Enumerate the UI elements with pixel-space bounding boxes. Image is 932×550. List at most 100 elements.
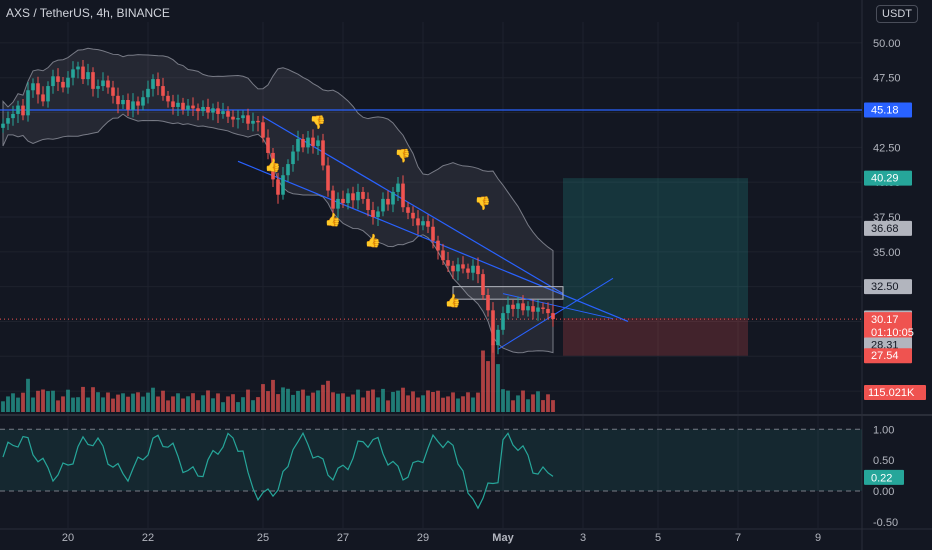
signal-icon: 👍 xyxy=(365,233,381,249)
volume-bar xyxy=(361,397,365,412)
volume-bar xyxy=(381,388,385,412)
volume-bar xyxy=(306,395,310,412)
volume-bar xyxy=(66,389,70,412)
candle xyxy=(176,102,180,107)
volume-bar xyxy=(241,397,245,412)
triangle-line xyxy=(497,277,614,350)
volume-bar xyxy=(171,396,175,412)
candle xyxy=(356,191,360,201)
candle xyxy=(311,137,315,146)
candle xyxy=(56,76,60,82)
x-tick-label: 20 xyxy=(62,532,74,544)
volume-bar xyxy=(396,390,400,412)
volume-bar xyxy=(221,402,225,412)
candle xyxy=(151,79,155,89)
volume-bar xyxy=(246,389,250,412)
candle xyxy=(296,139,300,152)
candle xyxy=(16,105,20,114)
target-price-badge xyxy=(864,170,912,186)
stop-price-badge xyxy=(864,348,912,364)
volume-bar xyxy=(486,361,490,412)
x-tick-label: 7 xyxy=(735,532,741,544)
candle xyxy=(386,198,390,205)
candle xyxy=(81,66,85,80)
volume-bar xyxy=(231,394,235,412)
x-tick-label: 22 xyxy=(142,532,154,544)
candle xyxy=(456,264,460,272)
volume-bar xyxy=(401,387,405,412)
volume-bar xyxy=(316,390,320,412)
candle xyxy=(46,86,50,102)
volume-bar xyxy=(516,395,520,412)
volume-bar xyxy=(181,398,185,412)
triangle-line xyxy=(502,293,614,320)
candle xyxy=(206,106,210,113)
volume-bar xyxy=(541,400,545,412)
volume-bar xyxy=(26,378,30,412)
candle xyxy=(341,198,345,204)
volume-bar xyxy=(476,392,480,412)
horizontal-line-price-text: 45.18 xyxy=(871,105,899,117)
candle xyxy=(421,221,425,226)
volume-bar xyxy=(546,394,550,412)
candle xyxy=(231,116,235,120)
signal-icon: 👎 xyxy=(395,148,411,164)
candle xyxy=(271,152,275,180)
candle xyxy=(36,83,40,95)
volume-bar xyxy=(86,397,90,412)
volume-bar xyxy=(286,388,290,412)
volume-bar xyxy=(111,398,115,412)
volume-bar xyxy=(236,402,240,412)
candle xyxy=(141,97,145,106)
volume-bar xyxy=(376,397,380,412)
volume-bar xyxy=(1,401,5,412)
candle xyxy=(216,108,220,114)
candle xyxy=(101,80,105,87)
candle xyxy=(516,303,520,309)
volume-bar xyxy=(126,396,130,412)
signal-icon: 👍 xyxy=(445,293,461,309)
candle xyxy=(531,306,535,312)
candle xyxy=(416,218,420,226)
candle xyxy=(476,265,480,275)
volume-bar xyxy=(156,396,160,412)
candle xyxy=(306,137,310,148)
volume-bar xyxy=(206,390,210,412)
volume-bar xyxy=(46,391,50,412)
volume-badge xyxy=(864,385,926,400)
y-tick-label: 50.00 xyxy=(873,38,901,50)
volume-bar xyxy=(56,400,60,412)
candle xyxy=(496,329,500,346)
box-top-price-text: 32.50 xyxy=(871,281,899,293)
volume-bar xyxy=(216,393,220,412)
volume-bar xyxy=(436,390,440,412)
volume-bar xyxy=(21,392,25,412)
volume-bar xyxy=(321,384,325,412)
volume-bar xyxy=(336,393,340,412)
volume-bar xyxy=(536,391,540,412)
volume-bar xyxy=(61,396,65,412)
countdown-text: 01:10:05 xyxy=(871,327,914,339)
candle xyxy=(126,100,130,110)
y-tick-label: 47.50 xyxy=(873,73,901,85)
volume-bar xyxy=(441,397,445,412)
candle xyxy=(6,118,10,124)
oscillator-current-badge xyxy=(864,469,904,485)
candle xyxy=(21,105,25,116)
volume-bar xyxy=(151,387,155,412)
candle xyxy=(191,105,195,109)
stop-price-text: 27.54 xyxy=(871,350,899,362)
volume-bar xyxy=(416,397,420,412)
volume-bar xyxy=(341,393,345,412)
candle xyxy=(281,175,285,195)
candle xyxy=(1,123,5,128)
candle xyxy=(466,268,470,273)
currency-button[interactable]: USDT xyxy=(876,5,918,23)
candle xyxy=(106,80,110,88)
volume-bar xyxy=(301,389,305,412)
candle xyxy=(486,295,490,311)
volume-bar xyxy=(521,390,525,412)
volume-bar xyxy=(146,392,150,412)
